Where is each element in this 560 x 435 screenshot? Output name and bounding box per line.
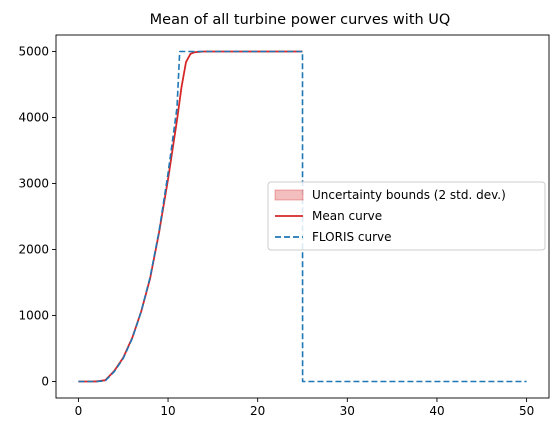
plot-area bbox=[55, 34, 550, 399]
y-tick-label: 2000 bbox=[18, 243, 49, 257]
legend-swatch-band bbox=[274, 189, 304, 201]
x-tick-label: 50 bbox=[519, 404, 534, 418]
legend-label: Mean curve bbox=[312, 209, 382, 223]
x-tick-label: 30 bbox=[340, 404, 355, 418]
legend-box bbox=[267, 181, 546, 251]
y-axis: 0 1000 2000 3000 4000 5000 bbox=[18, 45, 56, 389]
y-tick-label: 4000 bbox=[18, 111, 49, 125]
legend: Uncertainty bounds (2 std. dev.) Mean cur… bbox=[267, 181, 546, 251]
x-tick-label: 40 bbox=[429, 404, 444, 418]
x-axis: 0 10 20 30 40 50 bbox=[75, 398, 534, 418]
y-tick-label: 0 bbox=[41, 375, 49, 389]
x-tick-label: 20 bbox=[250, 404, 265, 418]
axes-frame bbox=[55, 34, 550, 399]
x-tick-label: 0 bbox=[75, 404, 83, 418]
y-tick-label: 5000 bbox=[18, 45, 49, 59]
legend-label: Uncertainty bounds (2 std. dev.) bbox=[312, 188, 506, 202]
series-floris-curve bbox=[78, 50, 527, 383]
legend-label: FLORIS curve bbox=[312, 230, 392, 244]
series-mean-curve bbox=[78, 50, 303, 383]
chart-title: Mean of all turbine power curves with UQ bbox=[150, 12, 451, 28]
y-tick-label: 3000 bbox=[18, 177, 49, 191]
x-tick-label: 10 bbox=[160, 404, 175, 418]
y-tick-label: 1000 bbox=[18, 309, 49, 323]
